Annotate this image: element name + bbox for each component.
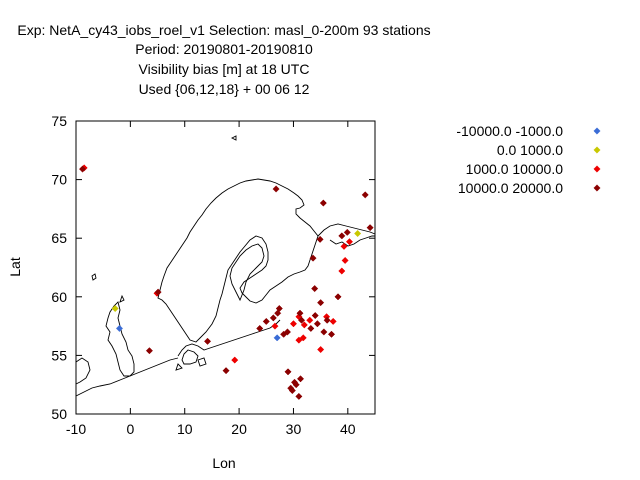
title-line-1: Exp: NetA_cy43_iobs_roel_v1 Selection: m… [17, 22, 430, 38]
data-point-series-4 [222, 367, 230, 375]
shetland-islands [119, 294, 125, 303]
data-point-series-4 [313, 320, 321, 328]
y-tick-label: 50 [51, 406, 67, 422]
legend-marker [593, 146, 601, 154]
data-point-series-4 [298, 316, 306, 324]
white-sea-coast [329, 235, 375, 247]
denmark-coast [181, 349, 199, 365]
data-point-series-4 [269, 314, 277, 322]
baltic-southern-coast [177, 319, 281, 357]
data-point-series-4 [343, 228, 351, 236]
data-point-series-4 [338, 232, 346, 240]
data-point-series-4 [323, 316, 331, 324]
svalbard-coast [230, 135, 237, 141]
legend-label: 0.0 1000.0 [497, 142, 563, 158]
y-axis-label: Lat [7, 257, 23, 277]
y-tick-label: 55 [51, 347, 67, 363]
data-point-series-4 [320, 328, 328, 336]
data-point-series-2 [354, 229, 362, 238]
data-point-series-4 [311, 311, 319, 320]
x-tick-label: 0 [126, 421, 134, 437]
data-point-series-3 [231, 356, 239, 364]
data-point-series-4 [295, 392, 303, 400]
data-point-series-1 [273, 334, 281, 342]
data-point-series-4 [316, 235, 324, 243]
coastline-map [75, 135, 376, 397]
y-tick-label: 60 [51, 289, 67, 305]
data-point-series-3 [329, 317, 337, 325]
data-point-series-3 [341, 256, 349, 265]
data-point-series-4 [204, 337, 212, 345]
plot-frame [75, 120, 376, 415]
legend-label: 10000.0 20000.0 [458, 180, 563, 196]
x-tick-label: 20 [231, 421, 247, 437]
data-point-series-3 [340, 242, 348, 250]
y-tick-label: 70 [51, 172, 67, 188]
faroe-islands [91, 273, 97, 281]
data-point-series-4 [284, 368, 292, 376]
gulf-of-bothnia [229, 243, 265, 302]
data-point-series-4 [361, 191, 369, 199]
y-tick-label: 75 [51, 113, 67, 129]
data-point-series-3 [338, 267, 346, 275]
data-point-series-4 [296, 309, 304, 317]
x-tick-label: 30 [286, 421, 302, 437]
data-point-series-4 [334, 293, 342, 301]
data-point-series-4 [319, 199, 327, 207]
x-tick-label: -10 [66, 421, 86, 437]
data-point-series-4 [262, 317, 270, 325]
data-point-series-4 [296, 375, 305, 383]
data-point-series-3 [300, 321, 308, 329]
scandinavia-coastline [157, 178, 319, 343]
data-point-series-4 [256, 324, 264, 332]
scatter-points [78, 164, 374, 400]
data-point-series-4 [272, 185, 280, 193]
title-line-3: Visibility bias [m] at 18 UTC [139, 61, 310, 77]
chart-title-block: Exp: NetA_cy43_iobs_roel_v1 Selection: m… [17, 22, 430, 97]
data-point-series-4 [317, 299, 325, 307]
data-point-series-4 [288, 387, 296, 395]
uk-coastline [105, 301, 135, 377]
data-point-series-4 [275, 304, 283, 313]
data-point-series-4 [307, 324, 315, 332]
x-tick-label: 40 [340, 421, 356, 437]
data-point-series-4 [78, 165, 87, 173]
data-point-series-3 [345, 238, 354, 246]
data-point-series-2 [111, 304, 119, 313]
data-point-series-3 [271, 322, 279, 330]
central-europe-coast [75, 357, 179, 397]
kola-peninsula-coast [317, 223, 376, 237]
legend: -10000.0 -1000.0 0.0 1000.0 1000.0 10000.0… [456, 123, 601, 196]
y-axis-ticks: 50 55 60 65 70 75 [51, 113, 375, 422]
legend-label: -10000.0 -1000.0 [456, 123, 563, 139]
denmark-islands [175, 357, 207, 371]
x-axis-label: Lon [212, 455, 235, 471]
data-point-series-4 [154, 288, 162, 296]
data-point-series-1 [115, 324, 124, 332]
data-point-series-3 [299, 334, 307, 342]
ireland-coastline [75, 357, 91, 385]
legend-marker [593, 127, 601, 135]
y-tick-label: 65 [51, 230, 67, 246]
data-point-series-4 [292, 381, 300, 389]
data-point-series-4 [283, 328, 292, 336]
data-point-series-4 [309, 254, 317, 262]
x-tick-label: 10 [177, 421, 193, 437]
legend-marker [593, 165, 601, 173]
data-point-series-4 [311, 285, 319, 293]
data-point-series-3 [317, 345, 325, 354]
data-point-series-3 [306, 316, 314, 324]
title-line-2: Period: 20190801-20190810 [135, 41, 313, 57]
data-point-series-3 [289, 320, 298, 328]
legend-label: 1000.0 10000.0 [466, 161, 564, 177]
x-axis-ticks: -10 0 10 20 30 40 [66, 121, 356, 437]
title-line-4: Used {06,12,18} + 00 06 12 [139, 81, 310, 97]
data-point-series-4 [366, 224, 374, 232]
data-point-series-4 [145, 347, 153, 355]
legend-marker [593, 184, 601, 192]
data-point-series-4 [327, 330, 336, 338]
